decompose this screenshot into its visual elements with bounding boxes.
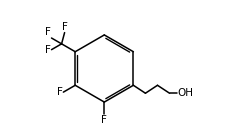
Text: F: F (45, 27, 51, 37)
Text: OH: OH (178, 88, 194, 98)
Text: F: F (45, 45, 51, 55)
Text: F: F (57, 87, 62, 97)
Text: F: F (62, 22, 67, 32)
Text: F: F (101, 115, 107, 125)
